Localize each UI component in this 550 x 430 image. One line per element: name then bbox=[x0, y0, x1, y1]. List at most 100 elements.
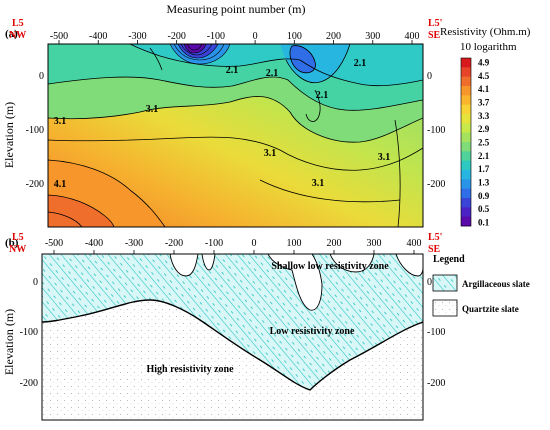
low-zone-label: Low resistivity zone bbox=[270, 326, 355, 337]
y-tick-label-left: -100 bbox=[20, 327, 38, 338]
panel-a-label: (a) bbox=[5, 28, 18, 40]
x-tick-label: 0 bbox=[253, 31, 258, 42]
x-tick-label: -300 bbox=[128, 31, 146, 42]
geologic-section bbox=[42, 254, 423, 420]
x-tick-label: 400 bbox=[405, 31, 420, 42]
y-tick-label-right: -100 bbox=[427, 125, 445, 136]
colorbar-swatches bbox=[460, 57, 472, 227]
y-tick-label-left: -200 bbox=[20, 378, 38, 389]
y-tick-label-right: 0 bbox=[427, 71, 432, 82]
panel-a-frame bbox=[47, 43, 424, 228]
panel-a-y-axis-title: Elevation (m) bbox=[2, 102, 16, 168]
x-tick-label: 300 bbox=[365, 31, 380, 42]
x-tick-label: -300 bbox=[125, 238, 143, 249]
panel-a-ticks-top: -500 -400 -300 -200 -100 0 100 200 300 400 bbox=[50, 31, 420, 44]
panel-a-left-marker-line1: L5 bbox=[12, 18, 24, 29]
panel-a-right-marker-line1: L5' bbox=[428, 18, 443, 29]
y-tick-label-right: 0 bbox=[427, 277, 432, 288]
x-tick-label: 300 bbox=[367, 238, 382, 249]
panel-b-label: (b) bbox=[5, 237, 19, 249]
argillaceous-slate-area bbox=[42, 254, 423, 390]
contour-label: 3.1 bbox=[312, 178, 325, 189]
x-tick-label: -400 bbox=[85, 238, 103, 249]
contour-label: 2.1 bbox=[316, 90, 329, 101]
colorbar-tick-label: 4.9 bbox=[478, 58, 490, 68]
y-tick-label-right: -200 bbox=[427, 179, 445, 190]
legend-swatch-quartzite bbox=[432, 299, 458, 317]
contour-zone-darkorange bbox=[48, 195, 114, 227]
y-tick-label-left: 0 bbox=[39, 71, 44, 82]
colorbar-swatch bbox=[461, 104, 471, 115]
x-tick-label: 200 bbox=[327, 238, 342, 249]
legend: Legend Argillaceous slate Quartzite slat… bbox=[432, 254, 530, 317]
colorbar-swatch bbox=[461, 198, 471, 208]
colorbar-swatch bbox=[461, 95, 471, 106]
colorbar-tick-label: 4.5 bbox=[478, 71, 490, 81]
x-tick-label: -500 bbox=[45, 238, 63, 249]
colorbar-tick-label: 3.7 bbox=[478, 98, 490, 108]
colorbar-swatch bbox=[461, 160, 471, 171]
colorbar-tick-label: 1.7 bbox=[478, 164, 490, 174]
panel-b-ticks-top: -500 -400 -300 -200 -100 0 100 200 300 400 bbox=[45, 238, 422, 254]
x-tick-label: -100 bbox=[207, 31, 225, 42]
colorbar-swatch bbox=[461, 179, 471, 190]
panel-b-right-marker-line2: SE bbox=[428, 244, 441, 255]
anomaly-contours bbox=[169, 44, 231, 65]
x-tick-label: 400 bbox=[407, 238, 422, 249]
shallow-pocket-3 bbox=[267, 254, 323, 311]
x-tick-label: 100 bbox=[287, 31, 302, 42]
colorbar-tick-label: 1.3 bbox=[478, 178, 490, 188]
colorbar-tick-label: 2.5 bbox=[478, 138, 490, 148]
colorbar-swatch bbox=[461, 142, 471, 152]
colorbar-ticks: 4.9 4.5 4.1 3.7 3.3 2.9 2.5 2.1 1.7 1.3 0.9 0.5 0.1 bbox=[478, 58, 490, 228]
contour-label-group: 2.1 2.1 2.1 2.1 3.1 3.1 3.1 3.1 3.1 4.1 bbox=[54, 58, 391, 190]
colorbar-tick-label: 2.1 bbox=[478, 151, 490, 161]
shallow-zone-pockets bbox=[169, 254, 423, 311]
colorbar-swatch bbox=[461, 114, 471, 124]
resistivity-contour-map: 2.1 2.1 2.1 2.1 3.1 3.1 3.1 3.1 3.1 4.1 bbox=[48, 44, 423, 227]
x-tick-label: 0 bbox=[252, 238, 257, 249]
panel-b-frame bbox=[41, 253, 424, 421]
colorbar: Resistivity (Ohm.m) 10 logarithm 4.9 4.5 4… bbox=[440, 26, 531, 228]
colorbar-tick-label: 0.1 bbox=[478, 218, 490, 228]
x-tick-label: -400 bbox=[89, 31, 107, 42]
lithology-boundary bbox=[42, 299, 423, 391]
shallow-pocket-1 bbox=[169, 254, 199, 277]
panel-b-left-marker-line1: L5 bbox=[12, 232, 24, 243]
colorbar-tick-label: 4.1 bbox=[478, 84, 490, 94]
panel-a-right-marker-line2: SE bbox=[428, 30, 441, 41]
x-tick-label: -500 bbox=[50, 31, 68, 42]
colorbar-swatch bbox=[461, 132, 471, 143]
colorbar-swatch bbox=[461, 76, 471, 87]
x-tick-label: -100 bbox=[205, 238, 223, 249]
contour-label: 2.1 bbox=[266, 68, 279, 79]
contour-label: 3.1 bbox=[54, 116, 67, 127]
contour-label: 2.1 bbox=[226, 65, 239, 76]
colorbar-frame bbox=[460, 57, 472, 227]
legend-title: Legend bbox=[433, 254, 465, 265]
y-tick-label-left: -200 bbox=[26, 179, 44, 190]
colorbar-swatch bbox=[461, 86, 471, 96]
contour-label: 2.1 bbox=[354, 58, 367, 69]
shallow-zone-label: Shallow low resistivity zone bbox=[271, 261, 389, 272]
colorbar-swatch bbox=[461, 123, 471, 134]
colorbar-swatch bbox=[461, 151, 471, 162]
colorbar-swatch bbox=[461, 67, 471, 78]
panel-b-y-axis-title: Elevation (m) bbox=[2, 309, 16, 375]
shallow-pocket-4 bbox=[329, 254, 375, 273]
legend-label-argillaceous: Argillaceous slate bbox=[462, 279, 530, 289]
colorbar-title: Resistivity (Ohm.m) bbox=[440, 26, 531, 38]
colorbar-subtitle: 10 logarithm bbox=[460, 41, 517, 53]
y-tick-label-right: -100 bbox=[427, 327, 445, 338]
legend-swatch-argillaceous bbox=[432, 274, 458, 292]
panel-b-right-marker-line1: L5' bbox=[428, 232, 443, 243]
y-tick-label-right: -200 bbox=[427, 378, 445, 389]
contour-label: 3.1 bbox=[146, 104, 159, 115]
x-tick-label: -200 bbox=[165, 238, 183, 249]
contour-lines bbox=[48, 44, 423, 227]
colorbar-tick-label: 0.5 bbox=[478, 204, 490, 214]
panel-a-left-marker-line2: NW bbox=[9, 30, 26, 41]
panel-b-left-marker-line2: NW bbox=[9, 244, 26, 255]
colorbar-tick-label: 0.9 bbox=[478, 191, 490, 201]
